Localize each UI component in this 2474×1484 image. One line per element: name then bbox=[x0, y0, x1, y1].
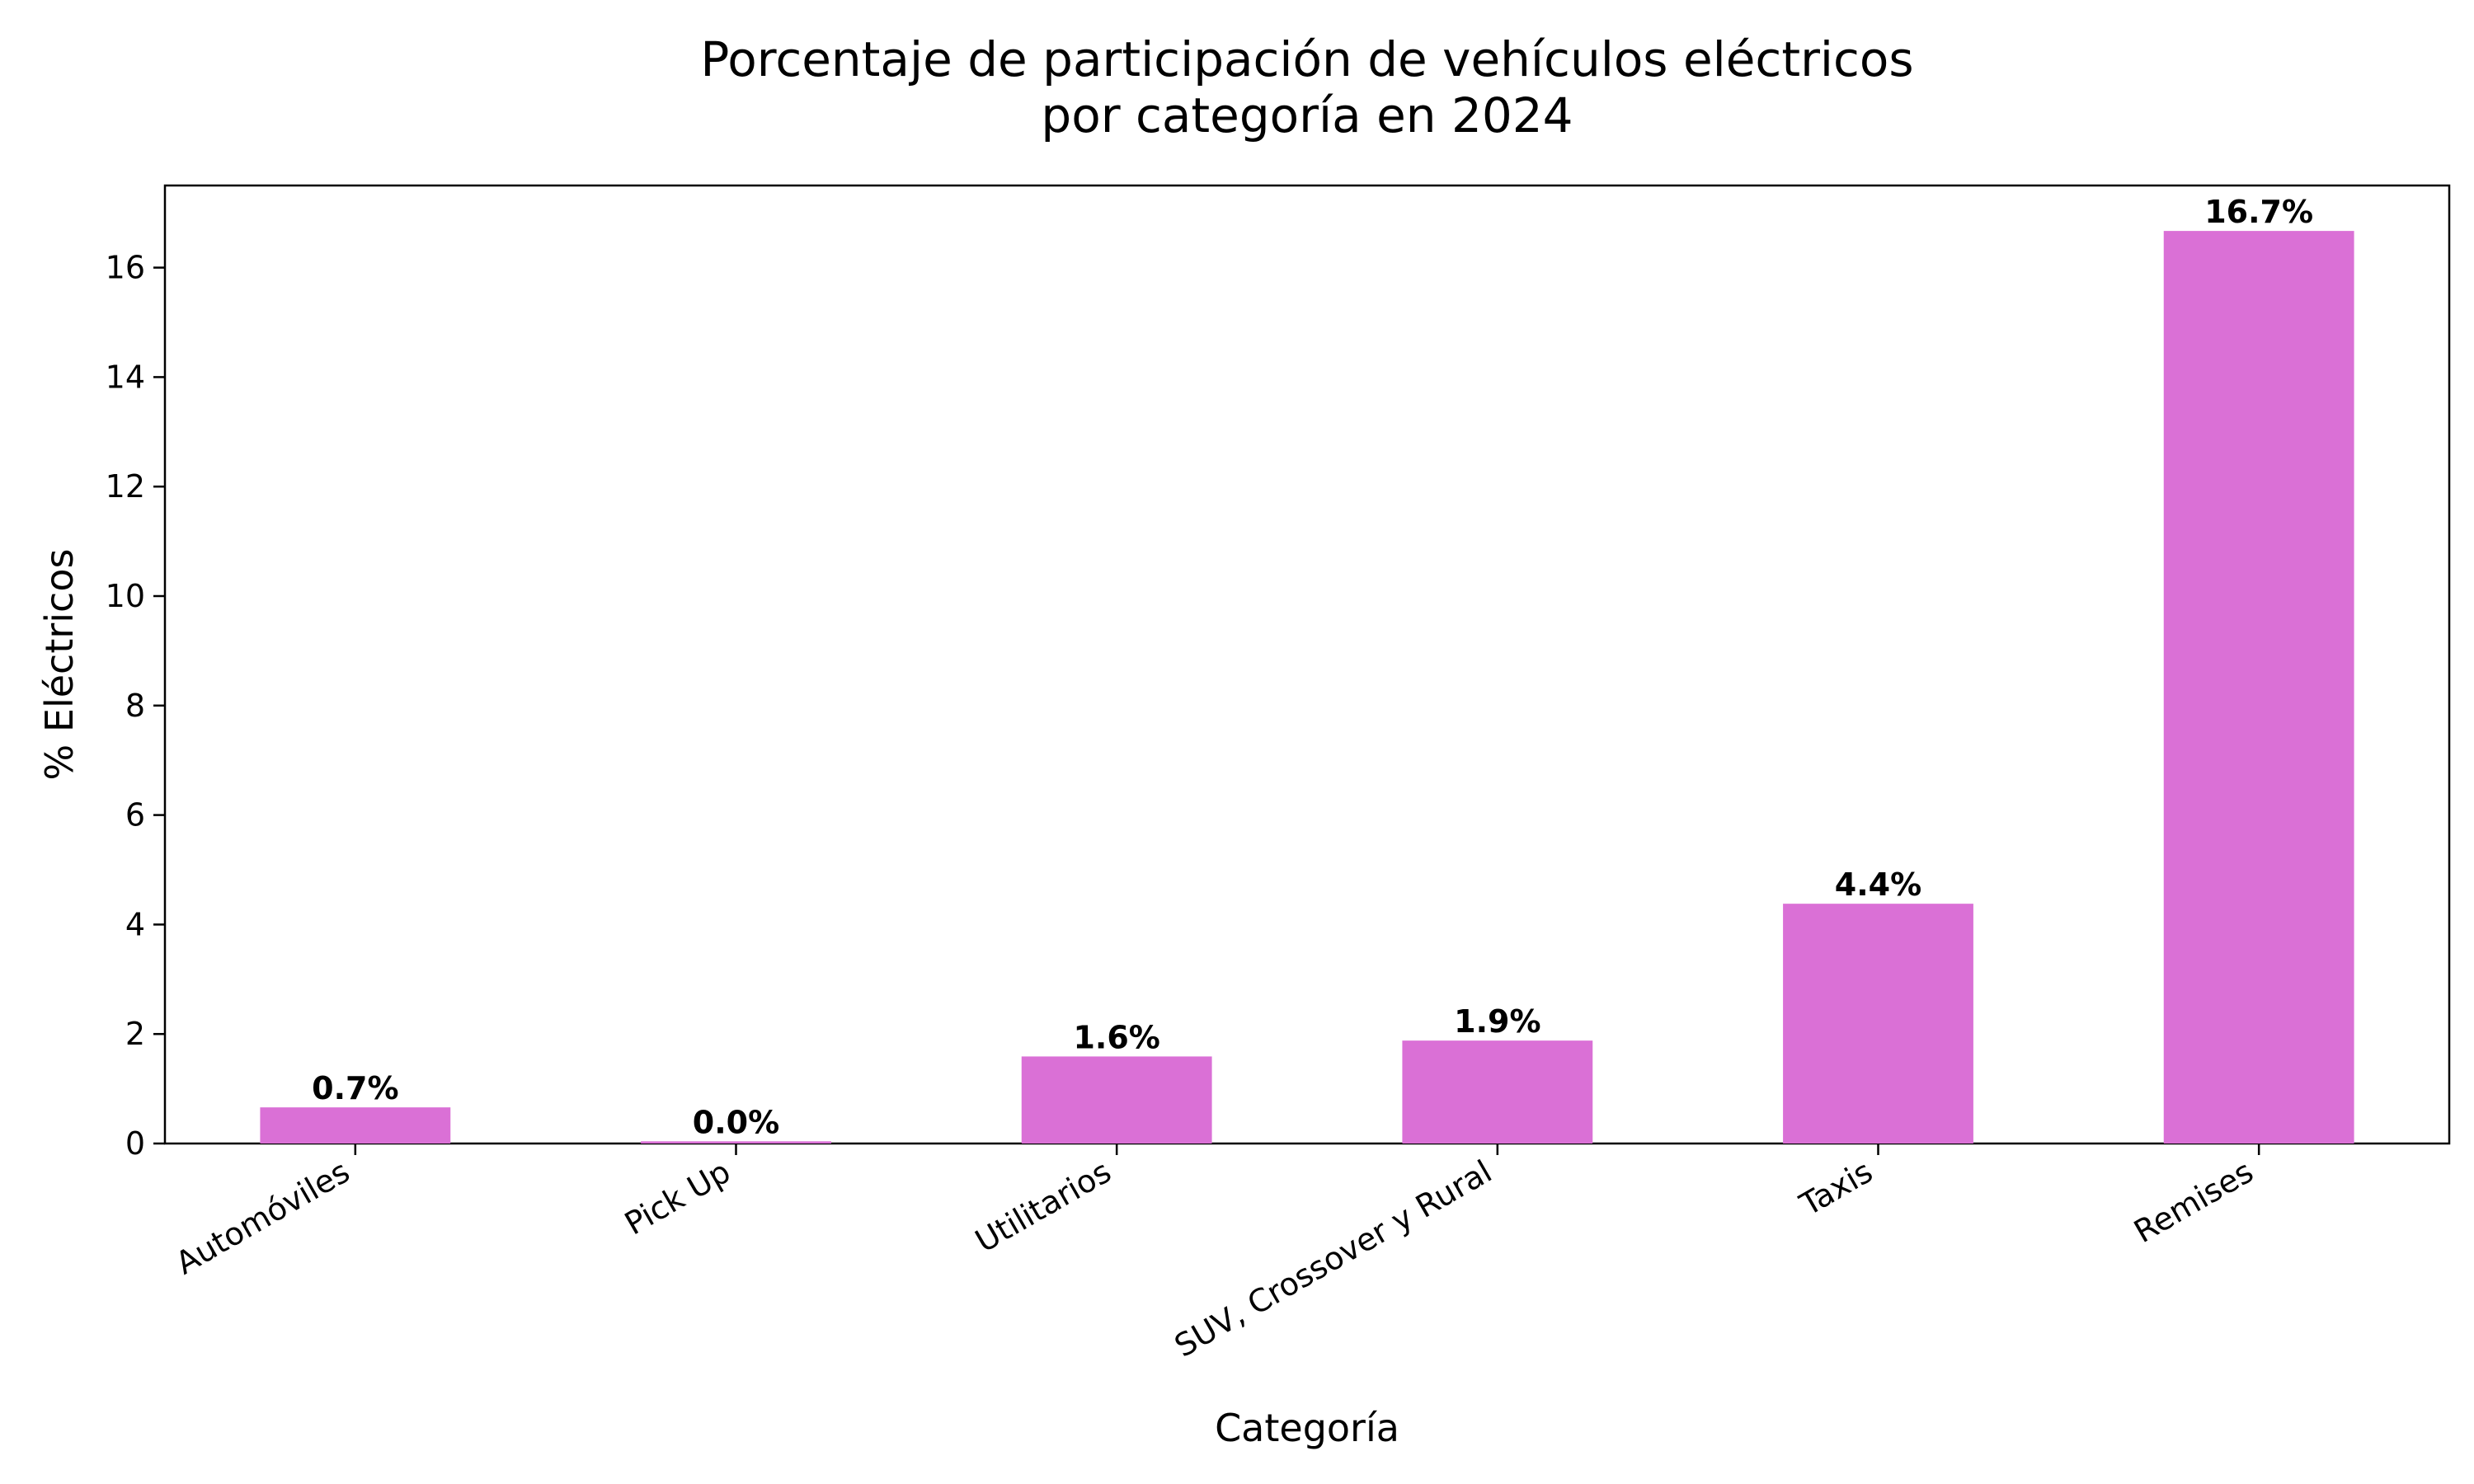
bars bbox=[260, 231, 2354, 1144]
plot-frame bbox=[163, 184, 2451, 1145]
bar bbox=[1402, 1040, 1593, 1144]
bar bbox=[1783, 904, 1973, 1144]
data-label: 16.7% bbox=[2204, 194, 2313, 230]
data-label: 4.4% bbox=[1835, 866, 1921, 903]
bar bbox=[1021, 1056, 1212, 1144]
chart-subtitle: por categoría en 2024 bbox=[1041, 87, 1573, 143]
y-axis-label: % Eléctricos bbox=[37, 549, 82, 781]
y-tick-label: 2 bbox=[125, 1016, 145, 1052]
data-label: 0.0% bbox=[693, 1104, 779, 1140]
y-tick-label: 10 bbox=[106, 578, 145, 614]
y-tick-label: 16 bbox=[106, 250, 145, 286]
chart-title: Porcentaje de participación de vehículos… bbox=[700, 31, 1913, 87]
bar bbox=[641, 1141, 831, 1144]
x-axis-label: Categoría bbox=[1215, 1406, 1399, 1450]
y-tick-label: 8 bbox=[125, 688, 145, 724]
data-labels: 0.7% 0.0% 1.6% 1.9% 4.4% 16.7% bbox=[312, 194, 2313, 1140]
y-tick-label: 0 bbox=[125, 1125, 145, 1162]
plot-area bbox=[163, 184, 2451, 1145]
y-axis-ticks: 0 2 4 6 8 10 12 14 16 bbox=[106, 250, 165, 1162]
bar bbox=[260, 1107, 451, 1144]
data-label: 0.7% bbox=[312, 1070, 398, 1106]
y-tick-label: 4 bbox=[125, 906, 145, 942]
y-tick-label: 6 bbox=[125, 797, 145, 834]
bar bbox=[2163, 231, 2354, 1144]
y-tick-label: 12 bbox=[106, 468, 145, 505]
y-tick-label: 14 bbox=[106, 359, 145, 395]
data-label: 1.9% bbox=[1454, 1003, 1540, 1040]
data-label: 1.6% bbox=[1073, 1019, 1159, 1055]
